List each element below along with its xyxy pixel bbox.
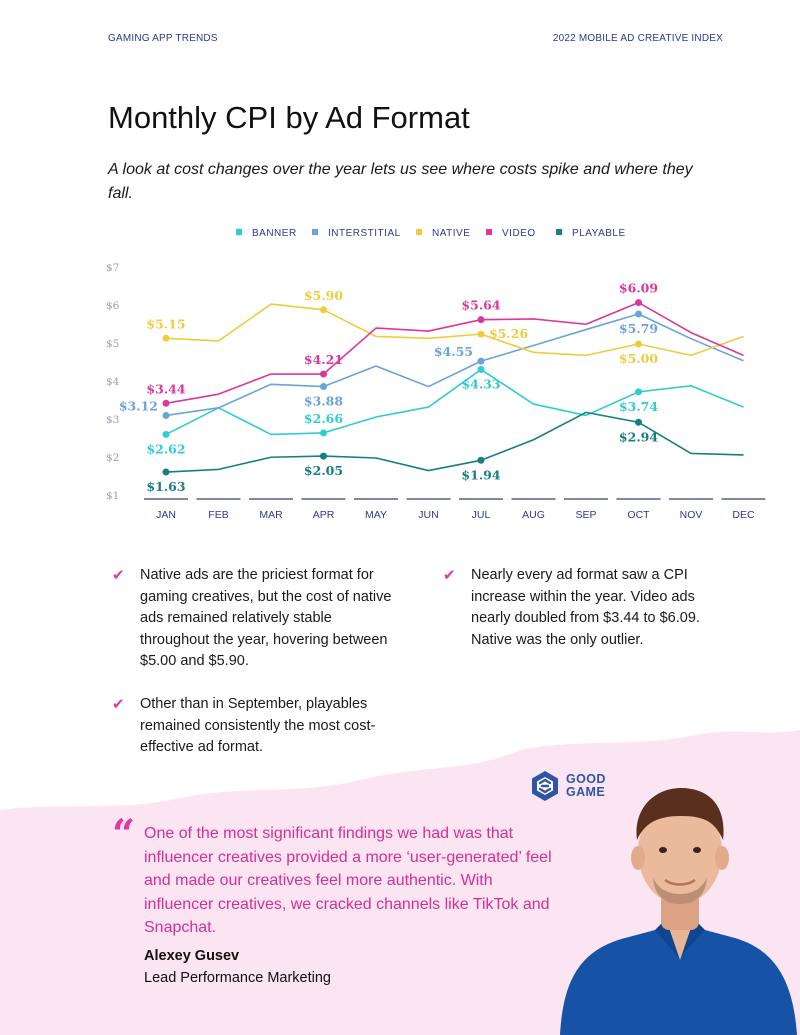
x-tick-label: JAN bbox=[156, 509, 176, 521]
logo-word-1: GOOD bbox=[566, 772, 606, 786]
x-tick-label: JUN bbox=[418, 509, 438, 521]
data-label-banner: $2.66 bbox=[304, 411, 343, 426]
legend-label-interstitial: INTERSTITIAL bbox=[328, 228, 401, 239]
bullet-text: Nearly every ad format saw a CPI increas… bbox=[471, 567, 700, 648]
data-point-interstitial bbox=[320, 383, 327, 391]
data-point-playable bbox=[635, 418, 642, 426]
data-label-video: $4.21 bbox=[304, 352, 343, 367]
series-line-playable bbox=[165, 411, 744, 473]
testimonial-quote: One of the most significant findings we … bbox=[144, 825, 552, 936]
data-label-playable: $2.94 bbox=[619, 429, 658, 444]
checkmark-icon: ✔ bbox=[112, 567, 125, 584]
legend-label-native: NATIVE bbox=[432, 228, 470, 239]
x-tick-label: NOV bbox=[680, 509, 703, 521]
data-label-interstitial: $3.88 bbox=[304, 394, 343, 409]
legend-swatch-video bbox=[486, 229, 492, 235]
legend-swatch-interstitial bbox=[312, 229, 318, 235]
quote-mark-icon: “ bbox=[112, 811, 136, 858]
data-point-interstitial bbox=[635, 310, 642, 318]
data-label-banner: $3.74 bbox=[619, 399, 658, 414]
header-section-label: GAMING APP TRENDS bbox=[108, 33, 218, 44]
data-label-interstitial: $4.55 bbox=[434, 344, 473, 359]
data-label-banner: $2.62 bbox=[146, 441, 185, 456]
page-subtitle: A look at cost changes over the year let… bbox=[108, 161, 693, 202]
data-point-banner bbox=[477, 365, 485, 373]
y-tick-label: $7 bbox=[106, 262, 119, 274]
data-label-video: $3.44 bbox=[146, 381, 185, 396]
checkmark-icon: ✔ bbox=[112, 696, 125, 713]
data-label-native: $5.26 bbox=[489, 326, 528, 341]
data-label-playable: $2.05 bbox=[304, 463, 343, 478]
data-point-banner bbox=[320, 429, 327, 437]
x-tick-label: FEB bbox=[208, 509, 228, 521]
series-line-native bbox=[165, 303, 744, 357]
legend-swatch-banner bbox=[236, 229, 242, 235]
good-game-logo: GOOD GAME bbox=[530, 770, 606, 802]
quote-author-role: Lead Performance Marketing bbox=[144, 970, 331, 986]
x-tick-label: JUL bbox=[472, 509, 491, 521]
legend-swatch-playable bbox=[556, 229, 562, 235]
legend-label-banner: BANNER bbox=[252, 228, 297, 239]
x-tick-label: APR bbox=[313, 509, 335, 521]
x-tick-label: MAR bbox=[259, 509, 283, 521]
logo-word-2: GAME bbox=[566, 785, 606, 799]
x-tick-label: OCT bbox=[627, 509, 650, 521]
bullet-native-priciest: ✔ Native ads are the priciest format for… bbox=[112, 565, 397, 673]
data-point-video bbox=[477, 316, 485, 324]
quote-author-name: Alexey Gusev bbox=[144, 948, 240, 964]
legend-label-playable: PLAYABLE bbox=[572, 228, 626, 239]
legend-label-video: VIDEO bbox=[502, 228, 536, 239]
y-tick-label: $1 bbox=[106, 490, 119, 502]
good-game-logo-icon bbox=[532, 771, 558, 801]
data-label-interstitial: $5.79 bbox=[619, 321, 658, 336]
data-label-video: $5.64 bbox=[461, 298, 500, 313]
data-point-native bbox=[635, 340, 642, 348]
data-point-playable bbox=[477, 456, 485, 464]
data-point-banner bbox=[162, 430, 170, 438]
x-tick-label: SEP bbox=[575, 509, 596, 521]
series-line-interstitial bbox=[165, 313, 744, 417]
x-tick-label: MAY bbox=[365, 509, 387, 521]
checkmark-icon: ✔ bbox=[443, 567, 456, 584]
bullet-cpi-increase: ✔ Nearly every ad format saw a CPI incre… bbox=[443, 565, 728, 651]
data-point-video bbox=[320, 370, 327, 378]
data-point-native bbox=[320, 306, 327, 314]
data-label-banner: $4.33 bbox=[461, 376, 500, 391]
data-point-video bbox=[635, 299, 642, 307]
data-point-interstitial bbox=[477, 357, 485, 365]
series-line-video bbox=[165, 301, 744, 405]
series-line-banner bbox=[165, 368, 744, 436]
bullet-text: Other than in September, playables remai… bbox=[140, 696, 376, 755]
bullet-text: Native ads are the priciest format for g… bbox=[140, 567, 392, 669]
data-label-video: $6.09 bbox=[619, 281, 658, 296]
x-tick-label: DEC bbox=[732, 509, 755, 521]
data-label-native: $5.90 bbox=[304, 288, 343, 303]
header-report-title: 2022 MOBILE AD CREATIVE INDEX bbox=[552, 33, 723, 44]
x-tick-label: AUG bbox=[522, 509, 545, 521]
y-tick-label: $5 bbox=[106, 338, 119, 350]
data-label-playable: $1.63 bbox=[146, 479, 185, 494]
data-point-video bbox=[162, 399, 170, 407]
data-point-playable bbox=[162, 468, 170, 476]
y-tick-label: $4 bbox=[106, 376, 120, 388]
data-point-playable bbox=[320, 452, 327, 460]
author-portrait bbox=[560, 788, 797, 1035]
data-point-interstitial bbox=[162, 411, 170, 419]
cpi-line-chart: BANNER INTERSTITIAL NATIVE VIDEO PLAYABLE $1 $… bbox=[106, 228, 766, 521]
data-point-banner bbox=[635, 388, 642, 396]
data-label-interstitial: $3.12 bbox=[119, 398, 158, 413]
page-title: Monthly CPI by Ad Format bbox=[108, 100, 470, 135]
y-tick-label: $3 bbox=[106, 414, 119, 426]
legend-swatch-native bbox=[416, 229, 422, 235]
data-label-native: $5.00 bbox=[619, 351, 658, 366]
data-point-native bbox=[162, 334, 170, 342]
y-tick-label: $6 bbox=[106, 300, 120, 312]
data-label-playable: $1.94 bbox=[461, 467, 500, 482]
logo-wordmark: GOOD GAME bbox=[566, 773, 606, 799]
bullet-playables: ✔ Other than in September, playables rem… bbox=[112, 694, 397, 759]
data-point-native bbox=[477, 330, 485, 338]
y-tick-label: $2 bbox=[106, 452, 119, 464]
data-label-native: $5.15 bbox=[146, 316, 185, 331]
